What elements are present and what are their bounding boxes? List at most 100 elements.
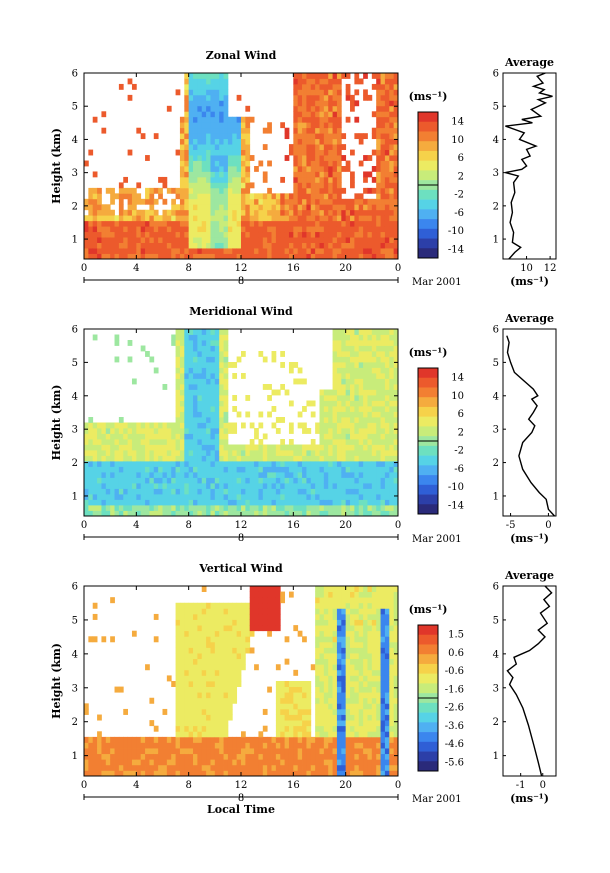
heatmap-cell bbox=[105, 187, 111, 194]
heatmap-cell bbox=[319, 400, 325, 407]
heatmap-cell bbox=[288, 226, 294, 233]
heatmap-cell bbox=[350, 586, 355, 592]
heatmap-cell bbox=[118, 770, 124, 777]
heatmap-cell bbox=[350, 675, 355, 682]
heatmap-cell bbox=[162, 510, 168, 517]
heatmap-cell bbox=[328, 630, 333, 637]
heatmap-cell bbox=[354, 73, 360, 79]
heatmap-cell bbox=[297, 155, 303, 161]
heatmap-cell bbox=[92, 204, 98, 211]
heatmap-cell bbox=[201, 681, 207, 687]
heatmap-cell bbox=[162, 237, 168, 243]
heatmap-cell bbox=[302, 450, 307, 456]
heatmap-cell bbox=[145, 759, 150, 766]
heatmap-cell bbox=[101, 231, 107, 238]
heatmap-cell bbox=[323, 625, 329, 632]
heatmap-cell bbox=[201, 731, 207, 738]
heatmap-cell bbox=[319, 395, 325, 401]
heatmap-cell bbox=[393, 100, 399, 107]
heatmap-cell bbox=[275, 692, 281, 699]
heatmap-cell bbox=[315, 742, 320, 749]
heatmap-cell bbox=[193, 625, 198, 632]
heatmap-cell bbox=[110, 477, 115, 484]
heatmap-cell bbox=[367, 681, 373, 687]
heatmap-cell bbox=[131, 237, 137, 243]
heatmap-cell bbox=[123, 461, 129, 467]
heatmap-cell bbox=[97, 505, 102, 511]
heatmap-cell bbox=[293, 73, 299, 79]
heatmap-cell bbox=[188, 725, 194, 732]
heatmap-cell bbox=[306, 703, 312, 710]
heatmap-cell bbox=[179, 122, 185, 129]
heatmap-cell bbox=[206, 182, 211, 189]
heatmap-cell bbox=[345, 658, 351, 665]
heatmap-cell bbox=[293, 444, 299, 451]
heatmap-cell bbox=[363, 586, 368, 592]
heatmap-cell bbox=[197, 215, 203, 222]
heatmap-cell bbox=[271, 461, 277, 467]
heatmap-cell bbox=[219, 602, 224, 609]
heatmap-cell bbox=[241, 176, 246, 183]
heatmap-cell bbox=[236, 472, 242, 478]
heatmap-cell bbox=[201, 133, 207, 140]
heatmap-cell bbox=[201, 483, 207, 489]
heatmap-cell bbox=[389, 444, 395, 451]
heatmap-cell bbox=[323, 477, 329, 484]
heatmap-cell bbox=[197, 770, 203, 777]
heatmap-cell bbox=[188, 708, 194, 715]
heatmap-cell bbox=[149, 198, 155, 205]
heatmap-cell bbox=[184, 198, 190, 205]
heatmap-cell bbox=[101, 753, 107, 760]
heatmap-cell bbox=[179, 505, 185, 511]
heatmap-cell bbox=[376, 720, 381, 727]
heatmap-cell bbox=[350, 411, 355, 418]
heatmap-cell bbox=[358, 770, 364, 777]
heatmap-cell bbox=[197, 444, 203, 451]
heatmap-cell bbox=[206, 198, 211, 205]
heatmap-cell bbox=[367, 94, 373, 101]
heatmap-cell bbox=[214, 608, 220, 615]
heatmap-cell bbox=[384, 89, 390, 96]
heatmap-cell bbox=[219, 669, 224, 676]
heatmap-cell bbox=[92, 736, 98, 743]
heatmap-cell bbox=[201, 73, 207, 79]
heatmap-cell bbox=[153, 248, 159, 254]
heatmap-cell bbox=[92, 602, 98, 609]
heatmap-cell bbox=[350, 748, 355, 755]
heatmap-cell bbox=[236, 669, 242, 676]
heatmap-cell bbox=[332, 133, 338, 140]
heatmap-cell bbox=[367, 340, 373, 346]
heatmap-cell bbox=[258, 472, 264, 478]
heatmap-cell bbox=[310, 78, 316, 85]
heatmap-cell bbox=[210, 697, 216, 704]
heatmap-cell bbox=[336, 753, 342, 760]
heatmap-cell bbox=[219, 182, 224, 189]
heatmap-cell bbox=[210, 253, 216, 260]
heatmap-cell bbox=[162, 439, 168, 445]
heatmap-cell bbox=[384, 198, 390, 205]
heatmap-cell bbox=[210, 378, 216, 385]
heatmap-cell bbox=[188, 111, 194, 118]
heatmap-cell bbox=[241, 160, 246, 167]
heatmap-cell bbox=[393, 155, 399, 161]
heatmap-cell bbox=[371, 428, 377, 434]
heatmap-cell bbox=[389, 455, 395, 462]
heatmap-cell bbox=[188, 215, 194, 222]
heatmap-cell bbox=[153, 133, 159, 140]
heatmap-cell bbox=[363, 171, 368, 178]
heatmap-cell bbox=[162, 499, 168, 506]
heatmap-cell bbox=[219, 619, 224, 626]
heatmap-cell bbox=[145, 736, 150, 743]
heatmap-cell bbox=[380, 166, 386, 172]
heatmap-cell bbox=[302, 253, 307, 260]
heatmap-cell bbox=[236, 215, 242, 222]
heatmap-cell bbox=[389, 83, 395, 90]
heatmap-cell bbox=[306, 242, 312, 249]
heatmap-cell bbox=[367, 477, 373, 484]
heatmap-cell bbox=[249, 226, 255, 233]
heatmap-cell bbox=[175, 215, 181, 222]
heatmap-cell bbox=[310, 505, 316, 511]
heatmap-cell bbox=[354, 597, 360, 604]
heatmap-cell bbox=[254, 428, 259, 434]
heatmap-cell bbox=[328, 488, 333, 495]
